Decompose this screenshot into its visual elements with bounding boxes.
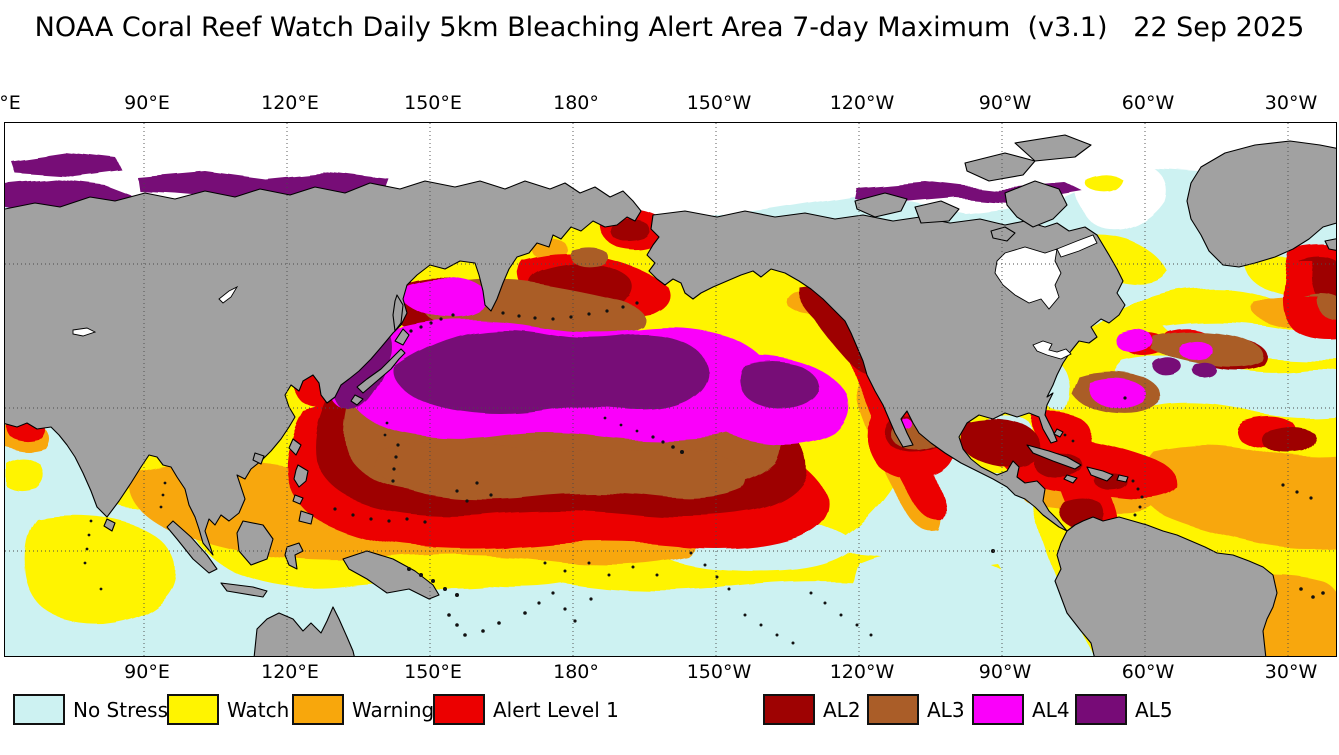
legend-item-alert_level_1: Alert Level 1: [433, 694, 619, 725]
axis-bottom-longitude-labels: 90°E 120°E 150°E 180° 150°W 120°W 90°W 60°W 30°W: [0, 661, 1339, 685]
hudson-strait: [1056, 234, 1098, 258]
axis-tick-label: °E: [0, 92, 21, 114]
legend-label: AL3: [927, 697, 965, 722]
land-devon: [1014, 134, 1092, 162]
land-java: [220, 582, 268, 598]
legend-item-no_stress: No Stress: [13, 694, 168, 725]
axis-tick-label: 120°W: [829, 661, 895, 683]
axis-tick-label: 90°W: [978, 92, 1032, 114]
land-luzon: [293, 464, 309, 488]
land-sakhalin: [392, 294, 404, 332]
axis-tick-label: 30°W: [1264, 661, 1318, 683]
land-visayas: [292, 494, 304, 505]
page-title: NOAA Coral Reef Watch Daily 5km Bleachin…: [34, 12, 1305, 43]
legend-label: Watch: [227, 697, 290, 722]
axis-tick-label: 120°E: [261, 661, 319, 683]
land-victoria-island: [914, 200, 960, 224]
axis-tick-label: 90°W: [978, 661, 1032, 683]
land-ellesmere: [964, 152, 1036, 182]
axis-tick-label: 120°W: [829, 92, 895, 114]
axis-tick-label: 60°W: [1121, 661, 1175, 683]
land-sulawesi: [284, 542, 304, 570]
land-greenland: [1186, 140, 1336, 268]
land-borneo: [236, 520, 274, 566]
land-hispaniola: [1086, 466, 1114, 482]
axis-top-longitude-labels: °E 90°E 120°E 150°E 180° 150°W 120°W 90°W 60°W 30…: [0, 92, 1339, 116]
land-asia: [5, 180, 642, 556]
land-new-guinea: [342, 550, 440, 600]
inland-water: [72, 234, 1098, 360]
landmasses: [5, 134, 1336, 656]
legend-swatch-no_stress: [13, 694, 65, 725]
land-baffin-island: [1004, 180, 1068, 228]
legend-swatch-alert_level_1: [433, 694, 485, 725]
land-hainan: [252, 452, 265, 465]
legend-item-watch: Watch: [167, 694, 289, 725]
land-hokkaido: [394, 328, 410, 346]
axis-tick-label: 30°W: [1264, 92, 1318, 114]
axis-tick-label: 90°E: [124, 92, 170, 114]
land-iceland: [1324, 238, 1336, 251]
axis-tick-label: 150°W: [686, 92, 752, 114]
legend-item-al3: AL3: [867, 694, 965, 725]
graticule-gridlines: [5, 123, 1336, 656]
land-sri-lanka: [103, 518, 116, 532]
legend-swatch-al3: [867, 694, 919, 725]
axis-tick-label: 60°W: [1121, 92, 1175, 114]
legend-label: No Stress: [73, 697, 169, 722]
land-banks-island: [854, 192, 908, 218]
lake-baikal: [218, 285, 239, 304]
legend-swatch-al5: [1075, 694, 1127, 725]
hudson-bay: [994, 246, 1062, 310]
bleaching-alert-map: [5, 123, 1336, 656]
legend-swatch-al2: [763, 694, 815, 725]
legend-swatch-warning: [292, 694, 344, 725]
legend-item-al2: AL2: [763, 694, 861, 725]
great-lakes: [1032, 340, 1072, 360]
legend-label: AL5: [1135, 697, 1173, 722]
axis-tick-label: 180°: [553, 661, 599, 683]
land-north-america: [646, 210, 1126, 532]
axis-tick-label: 120°E: [261, 92, 319, 114]
land-yucatan-belize-islands: [1053, 428, 1064, 438]
map-canvas: [4, 122, 1337, 657]
land-mindanao: [298, 510, 314, 525]
alert-level-legend: No Stress Watch Warning Alert Level 1 AL2 AL3…: [0, 694, 1339, 728]
axis-tick-label: 150°E: [404, 92, 462, 114]
legend-swatch-al4: [972, 694, 1024, 725]
legend-label: Warning: [352, 697, 435, 722]
legend-item-al4: AL4: [972, 694, 1070, 725]
legend-item-al5: AL5: [1075, 694, 1173, 725]
land-puerto-rico: [1116, 474, 1129, 483]
island-dots: [83, 301, 1325, 645]
legend-label: Alert Level 1: [493, 697, 619, 722]
legend-item-warning: Warning: [292, 694, 434, 725]
lake-balkhash: [72, 327, 97, 337]
axis-tick-label: 180°: [553, 92, 599, 114]
legend-swatch-watch: [167, 694, 219, 725]
land-australia: [253, 606, 355, 656]
land-sumatra: [166, 520, 218, 574]
land-southampton: [990, 226, 1016, 242]
legend-label: AL4: [1032, 697, 1070, 722]
land-honshu: [356, 348, 406, 394]
axis-tick-label: 150°E: [404, 661, 462, 683]
axis-tick-label: 90°E: [124, 661, 170, 683]
land-taiwan: [288, 438, 302, 456]
land-cuba: [1026, 444, 1082, 470]
land-south-america: [1054, 516, 1278, 656]
axis-tick-label: 150°W: [686, 661, 752, 683]
legend-label: AL2: [823, 697, 861, 722]
land-kyushu: [350, 394, 364, 406]
land-jamaica: [1063, 474, 1078, 484]
